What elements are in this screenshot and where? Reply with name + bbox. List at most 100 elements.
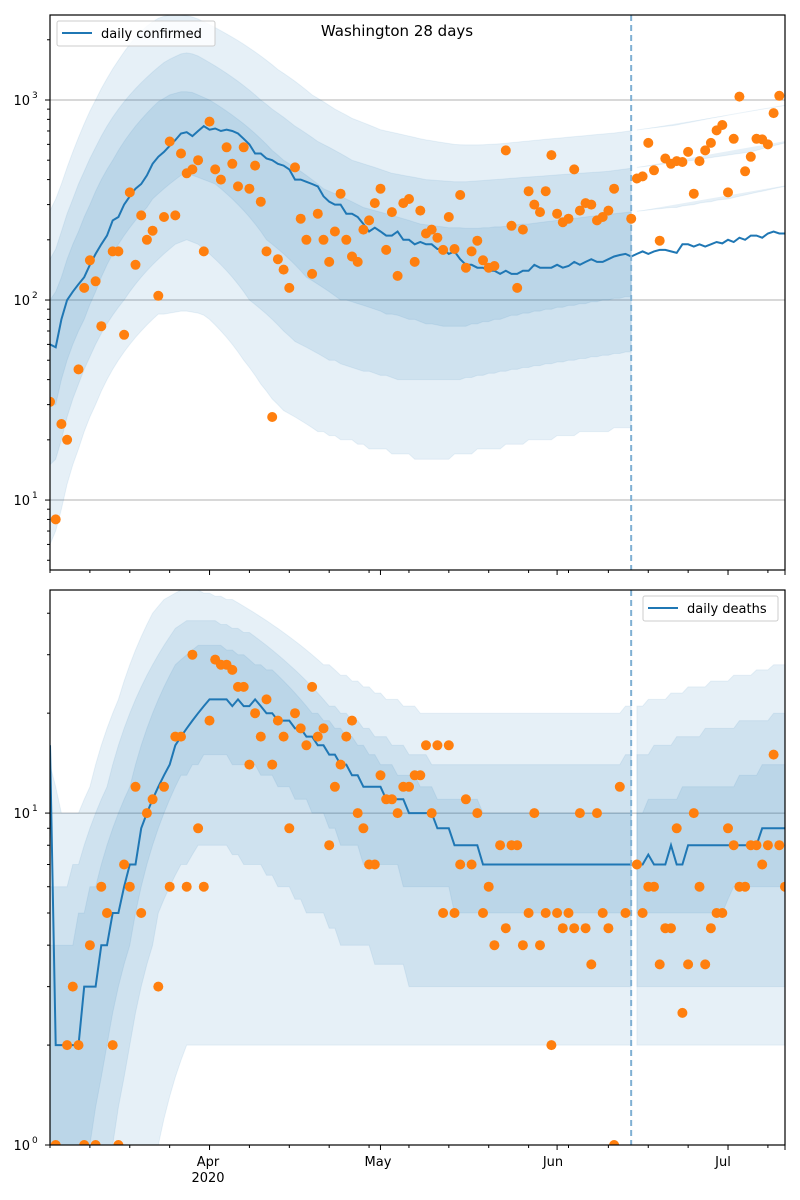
- data-point: [250, 708, 261, 719]
- axes-frame: [49, 14, 786, 571]
- data-point: [335, 188, 346, 199]
- data-point: [369, 859, 380, 870]
- data-point: [728, 133, 739, 144]
- data-point: [728, 840, 739, 851]
- data-point: [238, 142, 249, 153]
- data-point: [221, 142, 232, 153]
- data-point: [666, 923, 676, 934]
- data-point: [574, 808, 585, 819]
- data-point: [643, 137, 654, 148]
- legend-label-deaths: daily deaths: [687, 602, 767, 617]
- band-inner: [636, 185, 785, 212]
- data-point: [301, 234, 312, 245]
- data-point: [455, 190, 466, 200]
- data-point: [170, 210, 181, 221]
- data-point: [506, 220, 517, 231]
- data-point: [443, 740, 454, 751]
- data-point: [774, 840, 785, 851]
- data-point: [677, 1007, 688, 1018]
- data-point: [141, 234, 152, 245]
- axes-frame: [49, 589, 786, 1146]
- plot-area: [50, 590, 796, 1145]
- data-point: [187, 164, 198, 175]
- data-point: [688, 808, 699, 819]
- data-point: [586, 199, 597, 210]
- data-point: [609, 183, 620, 194]
- data-point: [107, 1040, 118, 1051]
- data-point: [204, 715, 215, 726]
- data-point: [768, 108, 779, 119]
- y-tick-exponent: 1: [32, 491, 38, 501]
- data-point: [295, 213, 306, 224]
- data-point: [768, 749, 779, 760]
- data-point: [267, 759, 278, 770]
- data-point: [649, 165, 659, 176]
- data-point: [677, 157, 688, 167]
- data-point: [654, 959, 665, 970]
- data-point: [119, 329, 130, 340]
- band-mid: [636, 712, 785, 988]
- data-point: [255, 196, 266, 207]
- band-outer: [636, 104, 785, 131]
- data-point: [478, 908, 488, 918]
- data-point: [238, 681, 249, 692]
- data-point: [569, 923, 580, 934]
- data-point: [312, 208, 323, 219]
- data-point: [478, 255, 488, 266]
- data-point: [552, 908, 563, 918]
- data-point: [705, 137, 716, 148]
- chart-title: Washington 28 days: [321, 22, 473, 40]
- data-point: [375, 770, 386, 781]
- data-point: [250, 160, 261, 171]
- data-point: [90, 276, 101, 287]
- data-point: [62, 1040, 73, 1051]
- data-point: [415, 770, 426, 781]
- data-point: [500, 145, 511, 156]
- band-mid: [50, 52, 632, 466]
- data-point: [404, 781, 414, 792]
- data-point: [483, 881, 494, 892]
- data-point: [512, 282, 523, 293]
- data-point: [626, 213, 637, 224]
- data-point: [358, 823, 369, 834]
- data-point: [603, 923, 614, 934]
- data-point: [198, 881, 209, 892]
- data-point: [341, 731, 352, 742]
- data-point: [517, 940, 528, 951]
- y-tick-label: 10: [13, 294, 30, 309]
- data-point: [227, 158, 238, 169]
- data-point: [335, 759, 346, 770]
- data-point: [164, 881, 175, 892]
- data-point: [717, 908, 728, 918]
- data-point: [90, 1140, 101, 1145]
- data-point: [381, 244, 392, 255]
- band-mid: [636, 141, 785, 168]
- data-point: [278, 731, 289, 742]
- data-point: [426, 808, 437, 819]
- band-inner: [636, 764, 785, 914]
- data-point: [386, 207, 397, 218]
- data-point: [96, 881, 107, 892]
- data-point: [529, 808, 540, 819]
- data-point: [786, 923, 796, 933]
- data-point: [375, 183, 386, 194]
- x-tick-label-jun: Jun: [542, 1155, 563, 1170]
- data-point: [261, 694, 272, 705]
- data-point: [438, 908, 449, 918]
- data-point: [272, 254, 283, 265]
- data-point: [119, 859, 130, 870]
- data-point: [495, 840, 506, 851]
- data-point: [546, 1040, 557, 1051]
- data-point: [523, 908, 534, 918]
- y-tick-label: 10: [13, 1139, 30, 1154]
- data-point: [740, 166, 751, 177]
- data-point: [723, 823, 733, 834]
- data-point: [329, 226, 340, 237]
- data-point: [603, 205, 614, 216]
- data-point: [517, 224, 528, 235]
- data-point: [187, 649, 198, 660]
- data-point: [329, 781, 340, 792]
- y-tick-exponent: 2: [32, 291, 38, 301]
- data-point: [244, 759, 255, 770]
